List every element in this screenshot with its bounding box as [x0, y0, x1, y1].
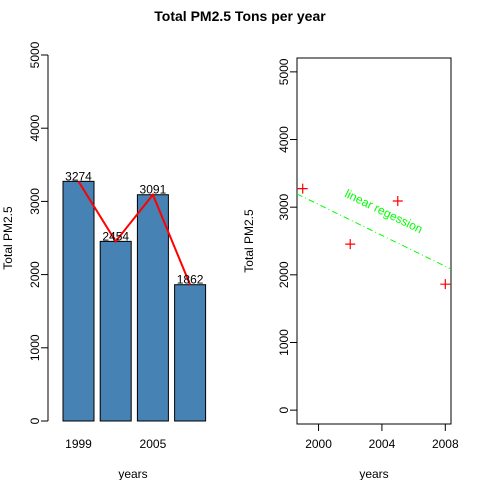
left-x-axis-label: years: [118, 467, 147, 480]
scatter-point: [297, 183, 308, 194]
bar-data-label: 1862: [177, 273, 204, 287]
right-y-tick-label: 3000: [277, 194, 291, 221]
bar-2002: [99, 240, 132, 422]
bar-data-label: 3274: [65, 169, 92, 183]
right-x-tick-label: 2004: [369, 437, 396, 451]
bar-2005: [136, 194, 169, 422]
regression-line: [296, 193, 452, 270]
left-y-tick-label: 5000: [28, 41, 42, 68]
right-y-axis-label: Total PM2.5: [242, 209, 256, 273]
right-y-tick-label: 2000: [277, 261, 291, 288]
bar-1999: [62, 180, 95, 422]
chart-title: Total PM2.5 Tons per year: [154, 8, 326, 24]
left-x-tick-label: 1999: [65, 437, 92, 451]
scatter-point: [345, 239, 356, 250]
right-y-tick-label: 0: [277, 406, 291, 413]
trend-line: [77, 180, 192, 286]
bar-2008: [174, 284, 207, 422]
scatter-point: [440, 279, 451, 290]
bar-data-label: 3091: [140, 183, 167, 197]
right-plot-box: [296, 57, 452, 425]
left-y-tick-label: 3000: [28, 188, 42, 215]
left-y-axis-label: Total PM2.5: [1, 206, 15, 270]
left-y-tick-label: 4000: [28, 115, 42, 142]
regression-label: linear regession: [343, 187, 425, 237]
left-y-tick-label: 0: [28, 417, 42, 424]
left-x-tick-label: 2005: [140, 437, 167, 451]
bar-data-label: 2454: [102, 229, 129, 243]
right-y-tick-label: 5000: [277, 58, 291, 85]
left-y-tick-label: 1000: [28, 334, 42, 361]
left-y-tick-label: 2000: [28, 261, 42, 288]
right-x-tick-label: 2008: [432, 437, 459, 451]
right-x-axis-label: years: [359, 467, 388, 480]
right-y-tick-label: 1000: [277, 329, 291, 356]
right-y-tick-label: 4000: [277, 126, 291, 153]
right-x-tick-label: 2000: [305, 437, 332, 451]
scatter-point: [392, 196, 403, 207]
